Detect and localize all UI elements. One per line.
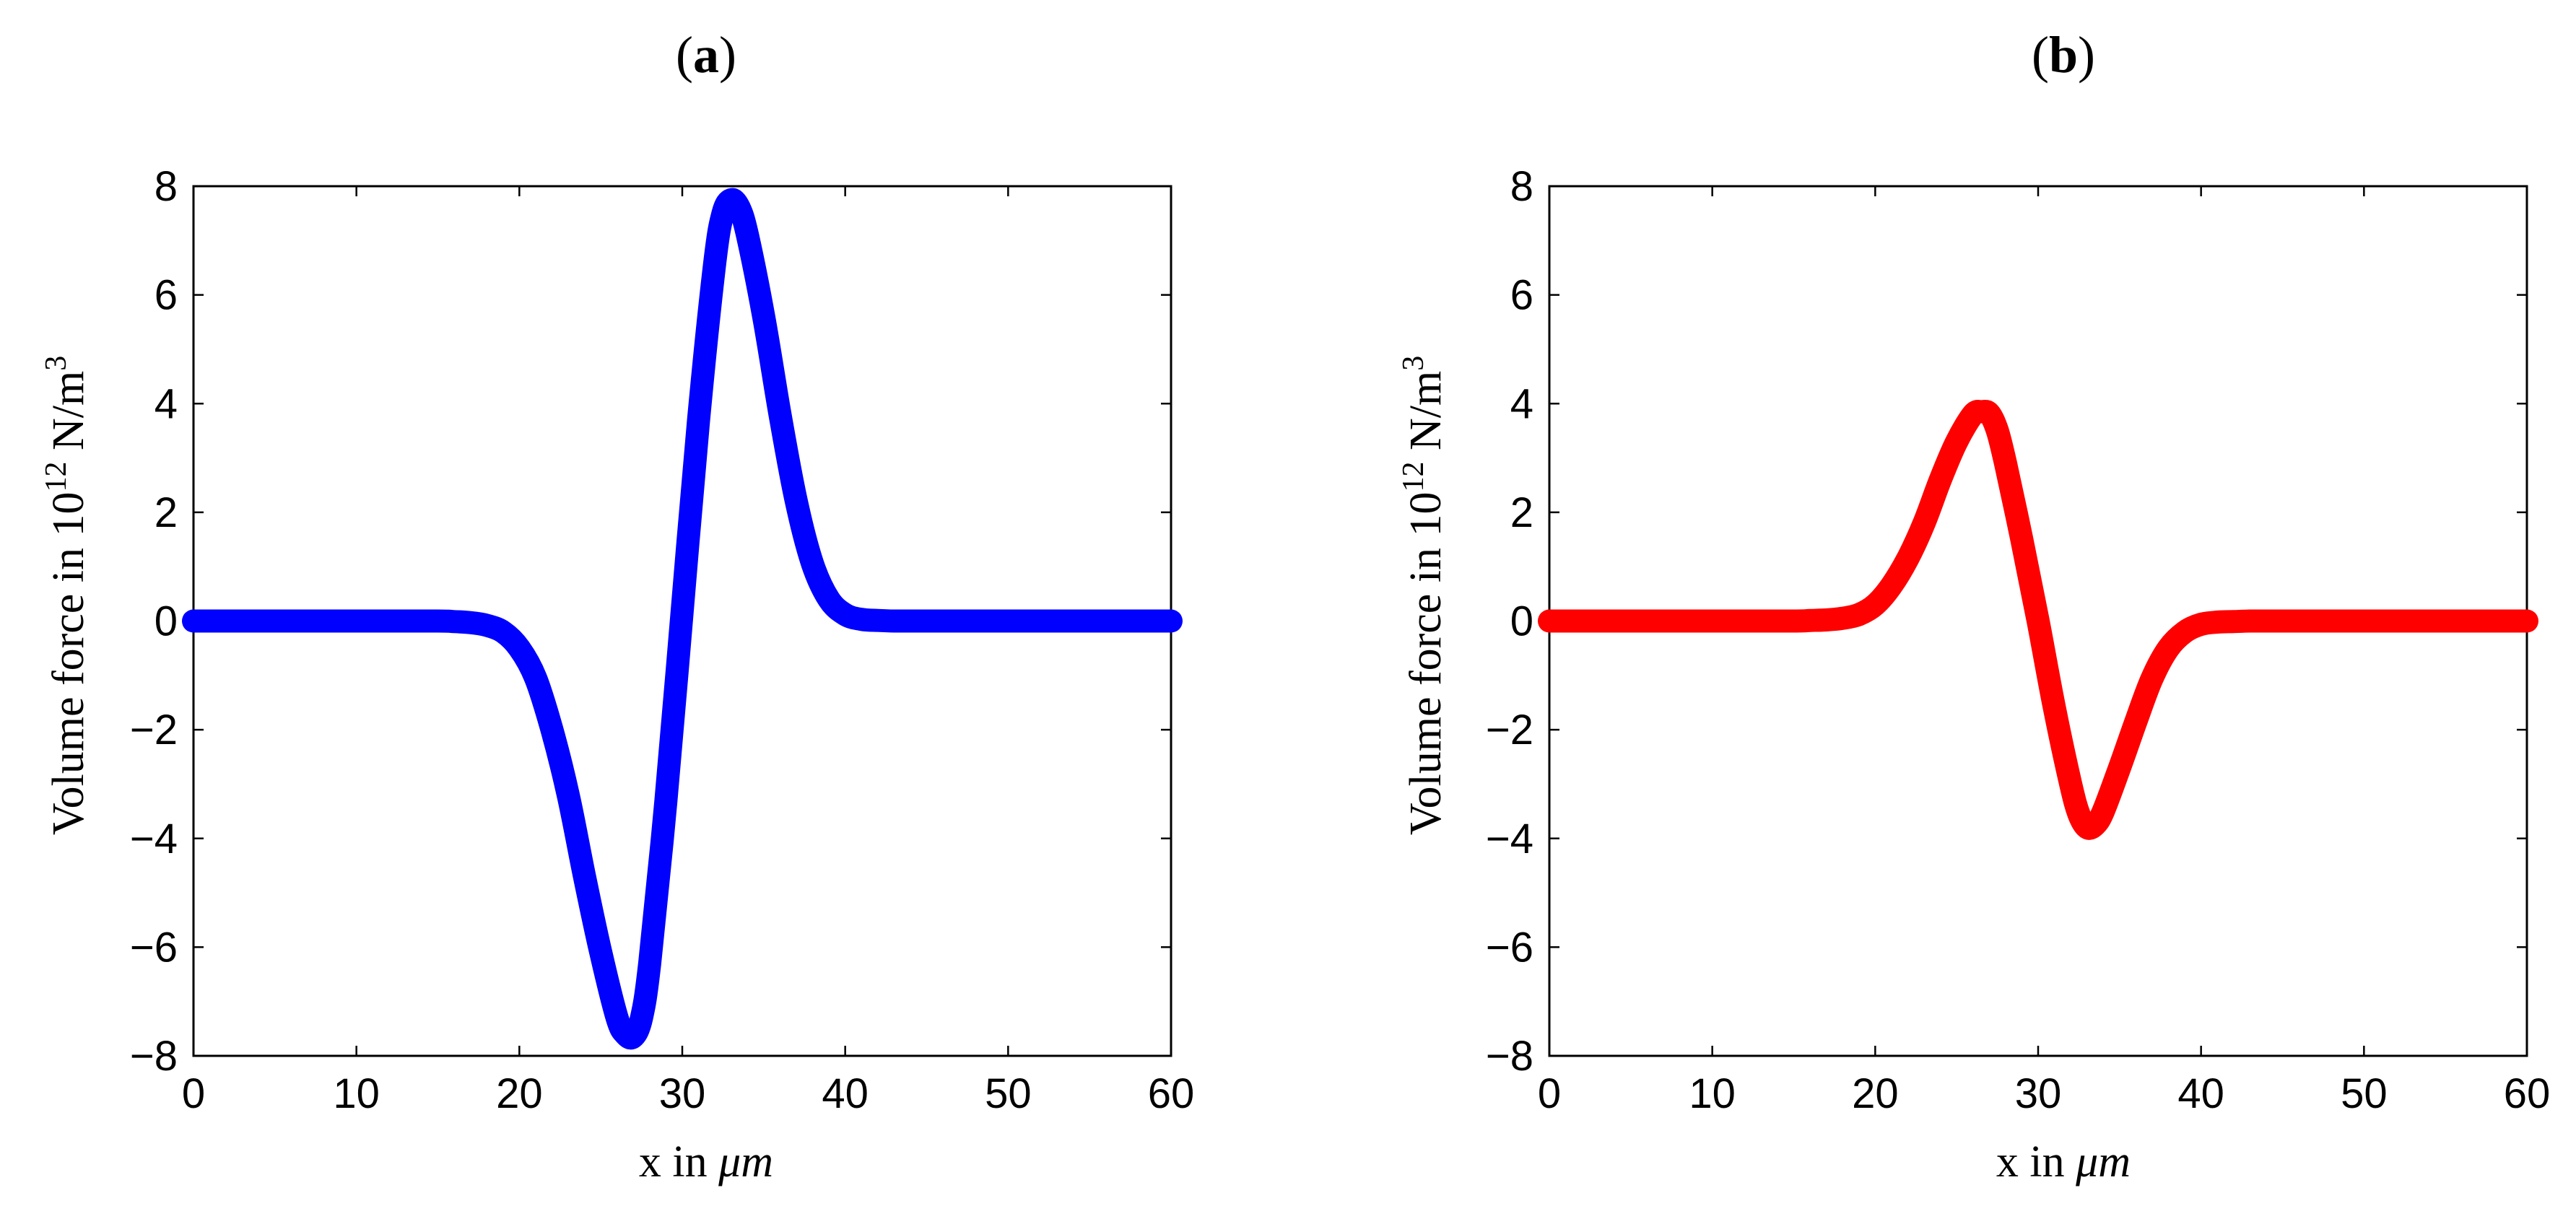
panel-b-letter: b bbox=[2049, 26, 2078, 84]
panel-b-x-tick-label: 30 bbox=[2015, 1070, 2062, 1117]
panel-b-y-tick-label: −4 bbox=[1486, 816, 1533, 862]
panel-a-y-tick-label: 8 bbox=[155, 163, 178, 210]
panel-b-y-tick-label: −6 bbox=[1486, 924, 1533, 971]
panel-b-x-tick-label: 0 bbox=[1538, 1070, 1561, 1117]
panel-a-label: (a) bbox=[676, 26, 736, 84]
volume-force-b-line bbox=[1538, 399, 2538, 840]
panel-b: (b) 0 10 20 30 40 50 60 −8 −6 −4 −2 0 2 4 6 8 x in μm V… bbox=[1397, 26, 2550, 1186]
panel-a-y-tick-label: 6 bbox=[155, 272, 178, 319]
panel-b-y-tick-label: −8 bbox=[1486, 1033, 1533, 1080]
panel-b-y-tick-label: 2 bbox=[1510, 489, 1533, 536]
panel-a-y-tick-label: 0 bbox=[155, 598, 178, 645]
panel-a-x-tick-label: 60 bbox=[1148, 1070, 1195, 1117]
panel-b-x-tick-label: 10 bbox=[1689, 1070, 1736, 1117]
panel-a-x-tick-label: 30 bbox=[659, 1070, 706, 1117]
panel-b-x-tick-label: 50 bbox=[2341, 1070, 2388, 1117]
panel-b-label: (b) bbox=[2032, 26, 2095, 84]
panel-b-y-tick-label: 4 bbox=[1510, 380, 1533, 427]
panel-a-y-tick-label: −2 bbox=[130, 707, 178, 753]
panel-b-y-tick-label: 6 bbox=[1510, 272, 1533, 319]
panel-a-y-tick-label: 4 bbox=[155, 380, 178, 427]
panel-a-y-tick-label: −8 bbox=[130, 1033, 178, 1080]
panel-b-x-tick-label: 20 bbox=[1852, 1070, 1899, 1117]
panel-a-y-tick-label: 2 bbox=[155, 489, 178, 536]
panel-b-x-tick-label: 40 bbox=[2177, 1070, 2224, 1117]
panel-a: (a) 0 10 20 30 40 50 60 −8 −6 −4 −2 0 2 4 6 8 x in μm V… bbox=[40, 26, 1194, 1186]
panel-a-x-axis-label: x in μm bbox=[639, 1137, 773, 1186]
panel-a-x-tick-label: 20 bbox=[496, 1070, 543, 1117]
panel-b-y-tick-label: 8 bbox=[1510, 163, 1533, 210]
panel-a-x-tick-label: 0 bbox=[182, 1070, 205, 1117]
panel-b-x-tick-label: 60 bbox=[2504, 1070, 2551, 1117]
panel-b-y-tick-label: −2 bbox=[1486, 707, 1533, 753]
panel-b-x-axis-label: x in μm bbox=[1996, 1137, 2131, 1186]
panel-a-x-tick-label: 40 bbox=[822, 1070, 869, 1117]
panel-a-y-tick-label: −4 bbox=[130, 816, 178, 862]
panel-b-y-axis-label: Volume force in 1012 N/m3 bbox=[1397, 356, 1450, 836]
panel-a-y-axis-label: Volume force in 1012 N/m3 bbox=[40, 356, 93, 836]
volume-force-a-line bbox=[182, 188, 1183, 1050]
panel-a-y-tick-label: −6 bbox=[130, 924, 178, 971]
panel-a-x-tick-label: 50 bbox=[985, 1070, 1032, 1117]
panel-a-x-tick-label: 10 bbox=[333, 1070, 380, 1117]
panel-b-y-tick-label: 0 bbox=[1510, 598, 1533, 645]
panel-a-letter: a bbox=[693, 26, 719, 84]
